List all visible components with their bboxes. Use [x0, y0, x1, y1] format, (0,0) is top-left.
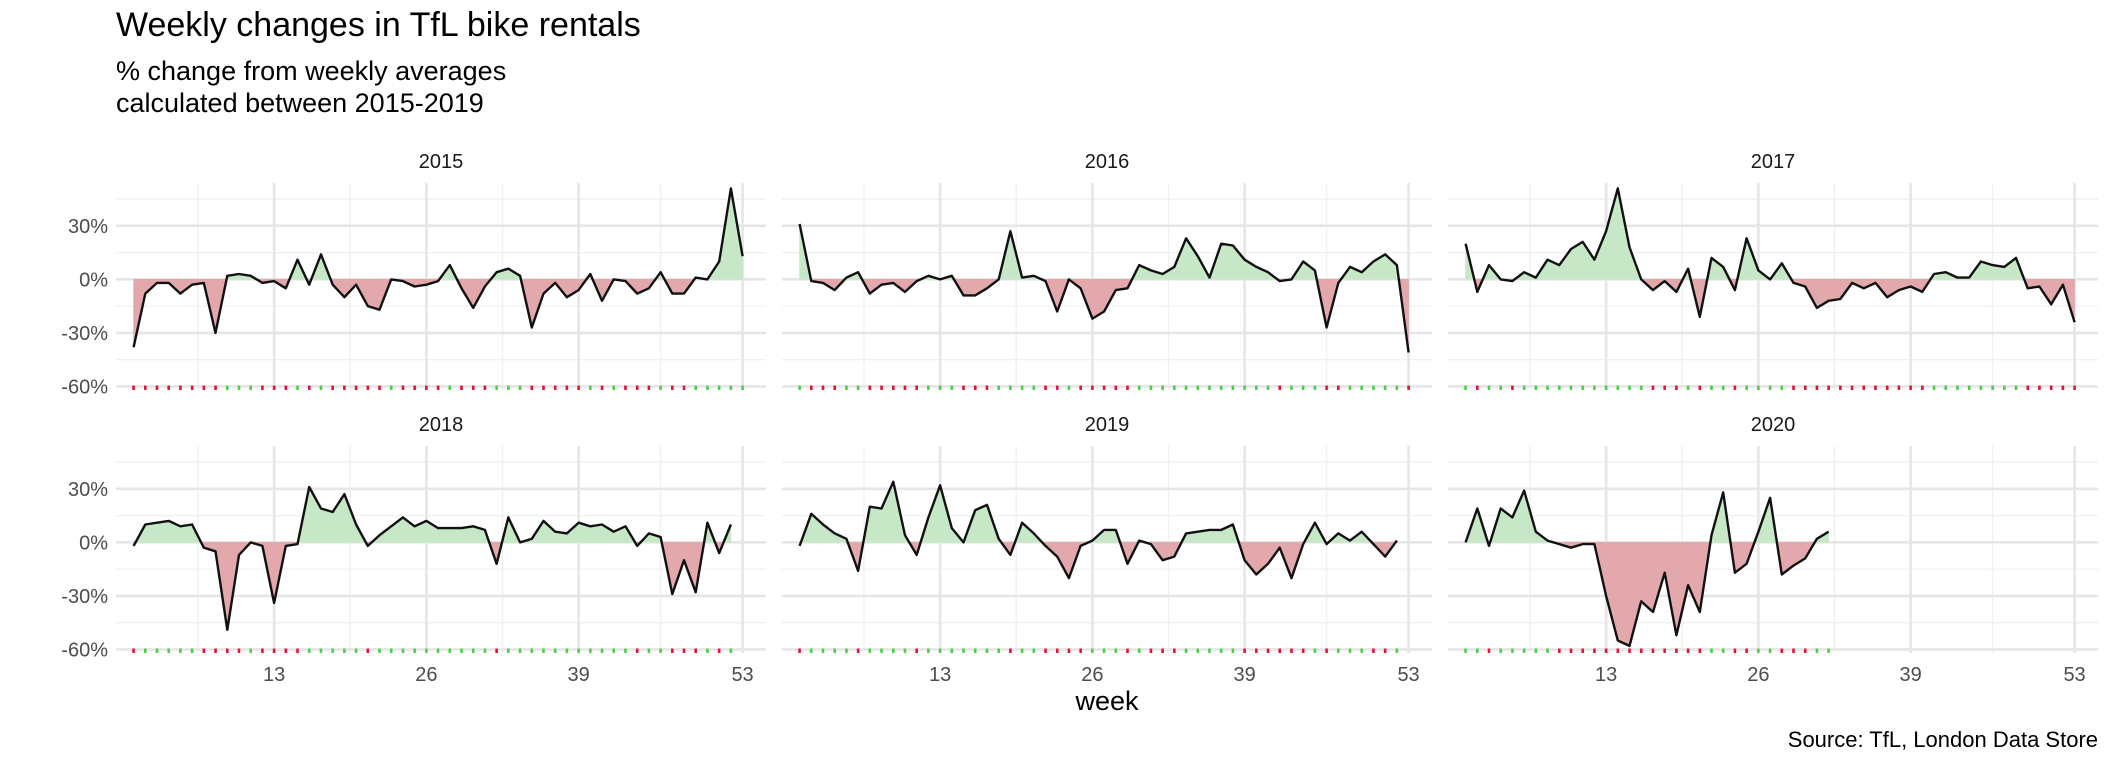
- x-tick-label: 26: [1747, 664, 1769, 686]
- facet-strip-label: 2016: [1085, 151, 1130, 173]
- area-segment: [881, 481, 894, 543]
- series-line: [798, 480, 1398, 580]
- facet-strip-label: 2019: [1085, 414, 1130, 436]
- y-tick-label: -30%: [61, 323, 108, 345]
- x-tick-label: 39: [567, 664, 589, 686]
- panel-2017: [1448, 183, 2098, 390]
- area-segment: [437, 527, 451, 543]
- y-tick-label: -60%: [61, 639, 108, 661]
- chart-title: Weekly changes in TfL bike rentals: [116, 6, 641, 44]
- facet-strip-label: 2015: [419, 151, 464, 173]
- panel-2015: [116, 183, 766, 390]
- area-segment: [672, 279, 685, 294]
- panel-2018: [116, 446, 766, 653]
- area-segment: [1209, 529, 1222, 543]
- area-segment: [1103, 529, 1117, 543]
- x-tick-label: 13: [929, 664, 951, 686]
- facet-strip-label: 2018: [419, 414, 464, 436]
- area-segment: [144, 522, 158, 543]
- area-segment: [1232, 244, 1245, 280]
- y-tick-label: -60%: [61, 376, 108, 398]
- x-tick-label: 53: [731, 664, 753, 686]
- area-segment: [1582, 240, 1595, 280]
- series-line: [132, 485, 733, 631]
- y-tick-label: -30%: [61, 586, 108, 608]
- y-tick-label: 30%: [68, 479, 108, 501]
- series-line: [798, 223, 1410, 353]
- area-segment: [449, 527, 462, 543]
- x-tick-label: 13: [263, 664, 285, 686]
- x-tick-label: 26: [415, 664, 437, 686]
- area-segment: [1220, 243, 1234, 280]
- y-tick-label: 0%: [79, 532, 108, 554]
- area-segment: [1512, 490, 1525, 543]
- area-segment: [320, 508, 333, 543]
- series-line: [1464, 489, 1830, 648]
- panel-2016: [782, 183, 1432, 390]
- facet-strip-label: 2017: [1751, 151, 1796, 173]
- source-caption: Source: TfL, London Data Store: [1787, 727, 2098, 752]
- chart-subtitle-line1: % change from weekly averages: [116, 56, 507, 86]
- chart-subtitle-line2: calculated between 2015-2019: [116, 88, 484, 118]
- x-tick-label: 26: [1081, 664, 1103, 686]
- y-tick-label: 30%: [68, 216, 108, 238]
- x-tick-label: 53: [2063, 664, 2085, 686]
- y-tick-label: 0%: [79, 269, 108, 291]
- area-segment: [1605, 188, 1619, 280]
- series-line: [1464, 187, 2076, 323]
- area-segment: [963, 279, 976, 296]
- area-segment: [1185, 237, 1199, 280]
- x-tick-label: 53: [1397, 664, 1419, 686]
- area-segment: [367, 279, 380, 311]
- area-segment: [1629, 542, 1642, 646]
- area-segment: [1617, 542, 1630, 647]
- series-line: [132, 187, 744, 348]
- area-segment: [869, 506, 882, 543]
- x-axis-title: week: [1074, 686, 1139, 716]
- x-tick-label: 13: [1595, 664, 1617, 686]
- area-segment: [1828, 279, 1841, 302]
- panel-2020: [1448, 446, 2098, 653]
- x-tick-label: 39: [1899, 664, 1921, 686]
- panel-2019: [782, 446, 1432, 653]
- facet-strip-label: 2020: [1751, 414, 1796, 436]
- x-tick-label: 39: [1233, 664, 1255, 686]
- area-segment: [156, 520, 170, 543]
- area-segment: [1605, 542, 1619, 641]
